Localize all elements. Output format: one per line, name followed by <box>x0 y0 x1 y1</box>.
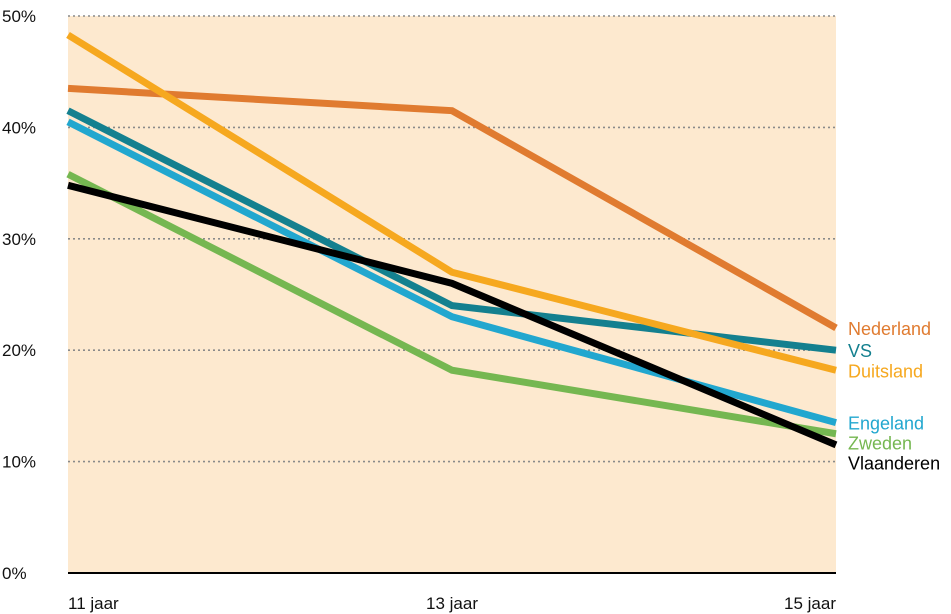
series-label: Engeland <box>848 414 924 434</box>
y-tick-label: 20% <box>2 341 36 360</box>
series-line <box>67 84 838 331</box>
x-tick-label: 11 jaar <box>68 594 119 613</box>
x-tick-label: 15 jaar <box>784 594 836 613</box>
x-axis-ticks: 11 jaar 13 jaar 15 jaar <box>68 594 836 613</box>
series-label: Nederland <box>848 319 931 339</box>
series-label: VS <box>848 341 872 361</box>
series-line <box>66 31 837 374</box>
y-tick-label: 40% <box>2 118 36 137</box>
series-label: Zweden <box>848 434 912 454</box>
plot-background <box>68 16 836 573</box>
gridlines <box>68 15 836 463</box>
series-label: Duitsland <box>848 361 923 381</box>
y-tick-label: 0% <box>2 564 27 583</box>
y-axis-ticks: 0% 10% 20% 30% 40% 50% <box>2 7 36 583</box>
y-tick-label: 30% <box>2 230 36 249</box>
y-tick-label: 50% <box>2 7 36 26</box>
series-line <box>67 181 838 449</box>
series-line <box>66 171 837 438</box>
series-label: Vlaanderen <box>848 454 940 474</box>
x-tick-label: 13 jaar <box>426 594 478 613</box>
y-tick-label: 10% <box>2 453 36 472</box>
series-lines <box>66 31 838 449</box>
